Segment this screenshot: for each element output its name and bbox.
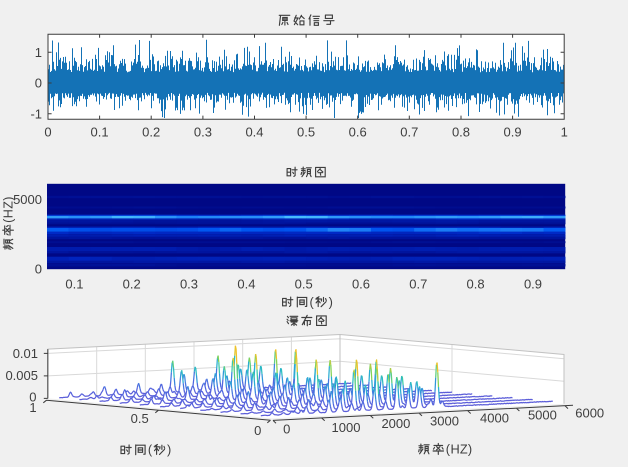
svg-text:0.6: 0.6: [352, 277, 370, 292]
svg-text:2000: 2000: [381, 416, 410, 431]
svg-text:(: (: [148, 442, 153, 457]
svg-text:0.9: 0.9: [524, 277, 542, 292]
svg-text:): ): [167, 442, 171, 457]
svg-text:0.01: 0.01: [13, 346, 38, 361]
svg-text:0.5: 0.5: [297, 124, 315, 139]
svg-text:(: (: [2, 218, 16, 223]
svg-text:0.8: 0.8: [452, 124, 470, 139]
svg-text:0.5: 0.5: [295, 277, 313, 292]
svg-text:0: 0: [44, 124, 51, 139]
svg-text:1000: 1000: [332, 420, 361, 435]
svg-text:H: H: [2, 209, 16, 218]
svg-text:1: 1: [29, 400, 36, 415]
svg-text:): ): [329, 294, 333, 309]
svg-text:): ): [2, 197, 16, 201]
svg-text:1: 1: [35, 45, 42, 60]
svg-text:0.005: 0.005: [5, 368, 38, 383]
svg-text:0.3: 0.3: [180, 277, 198, 292]
svg-text:4000: 4000: [480, 411, 509, 426]
svg-text:0.2: 0.2: [142, 124, 160, 139]
svg-text:H: H: [451, 442, 460, 457]
svg-text:0.3: 0.3: [194, 124, 212, 139]
svg-text:3000: 3000: [430, 413, 459, 428]
svg-text:0: 0: [35, 76, 42, 91]
svg-text:0: 0: [35, 261, 42, 276]
svg-text:0.6: 0.6: [349, 124, 367, 139]
svg-text:0.2: 0.2: [123, 277, 141, 292]
svg-text:5000: 5000: [528, 408, 557, 423]
svg-text:6000: 6000: [575, 405, 604, 420]
svg-text:0: 0: [283, 422, 290, 437]
svg-text:0.4: 0.4: [245, 124, 263, 139]
svg-text:(: (: [446, 442, 451, 457]
svg-text:): ): [468, 442, 472, 457]
svg-text:0.4: 0.4: [237, 277, 255, 292]
svg-text:0.9: 0.9: [504, 124, 522, 139]
svg-text:Z: Z: [2, 201, 16, 209]
svg-text:(: (: [310, 294, 315, 309]
svg-text:0: 0: [29, 389, 36, 404]
svg-text:-1: -1: [30, 106, 42, 121]
svg-text:Z: Z: [460, 442, 468, 457]
svg-text:0.1: 0.1: [65, 277, 83, 292]
svg-text:0.7: 0.7: [409, 277, 427, 292]
svg-text:0.5: 0.5: [131, 411, 149, 426]
svg-text:5000: 5000: [13, 192, 42, 207]
svg-text:0: 0: [254, 423, 261, 438]
svg-text:0.1: 0.1: [91, 124, 109, 139]
svg-text:1: 1: [561, 124, 568, 139]
svg-text:0.7: 0.7: [400, 124, 418, 139]
svg-text:0.8: 0.8: [467, 277, 485, 292]
